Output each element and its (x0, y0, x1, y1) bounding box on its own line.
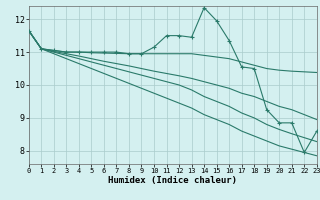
X-axis label: Humidex (Indice chaleur): Humidex (Indice chaleur) (108, 176, 237, 185)
